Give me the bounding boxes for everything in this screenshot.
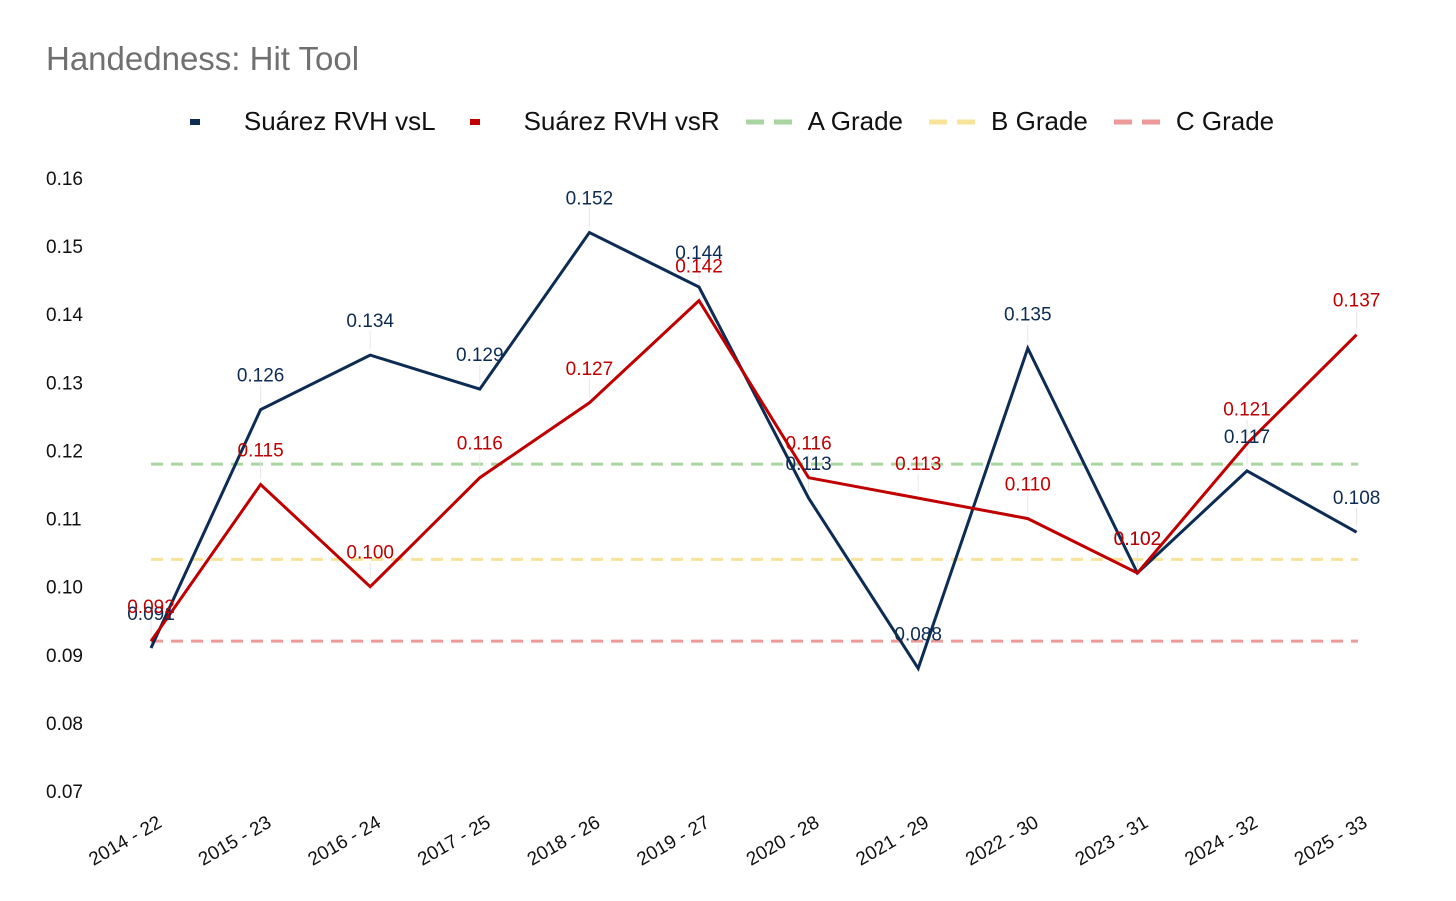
vsl-data-label: 0.091 xyxy=(127,604,175,625)
legend-label-vsr: Suárez RVH vsR xyxy=(523,106,720,136)
vsl-data-label: 0.117 xyxy=(1224,427,1270,448)
legend-item-vsl[interactable]: Suárez RVH vsL xyxy=(182,106,436,137)
vsr-series-line xyxy=(149,298,1358,643)
y-tick-label: 0.09 xyxy=(46,646,83,667)
legend-item-c-grade[interactable]: C Grade xyxy=(1113,106,1275,137)
y-tick-label: 0.15 xyxy=(46,237,83,258)
x-tick-label: 2023 - 31 xyxy=(1072,812,1152,870)
x-tick-label: 2019 - 27 xyxy=(633,812,713,870)
legend-item-b-grade[interactable]: B Grade xyxy=(929,106,1088,137)
vsr-data-label: 0.092 xyxy=(127,597,175,618)
y-tick-label: 0.08 xyxy=(46,714,83,735)
legend-label-vsl: Suárez RVH vsL xyxy=(243,106,436,136)
vsr-data-label: 0.127 xyxy=(566,359,614,380)
y-tick-label: 0.16 xyxy=(46,169,83,190)
vsl-data-label: 0.129 xyxy=(456,345,504,366)
x-tick-label: 2020 - 28 xyxy=(743,812,823,870)
legend-label-b-grade: B Grade xyxy=(991,106,1088,136)
y-tick-label: 0.12 xyxy=(46,441,83,462)
vsr-data-label: 0.100 xyxy=(346,543,394,564)
y-tick-label: 0.13 xyxy=(46,373,83,394)
legend-item-a-grade[interactable]: A Grade xyxy=(745,106,904,137)
vsr-data-label: 0.110 xyxy=(1005,475,1051,496)
x-tick-label: 2024 - 32 xyxy=(1181,812,1261,870)
legend-swatch-vsl xyxy=(182,113,234,131)
legend-item-vsr[interactable]: Suárez RVH vsR xyxy=(462,106,720,137)
legend-swatch-c-grade xyxy=(1113,113,1166,131)
vsl-data-label: 0.088 xyxy=(894,624,942,645)
vsl-data-label: 0.126 xyxy=(237,366,285,387)
vsr-data-label: 0.137 xyxy=(1333,291,1381,312)
vsl-data-label: 0.135 xyxy=(1004,304,1052,325)
y-tick-label: 0.10 xyxy=(46,578,83,599)
legend: Suárez RVH vsL Suárez RVH vsR A Grade B … xyxy=(0,106,1456,137)
vsr-data-label: 0.113 xyxy=(895,454,941,475)
x-tick-label: 2022 - 30 xyxy=(962,812,1042,870)
vsl-data-label: 0.108 xyxy=(1333,488,1381,509)
vsl-series-line xyxy=(149,230,1358,672)
vsl-data-label: 0.113 xyxy=(786,454,832,475)
legend-swatch-a-grade xyxy=(745,113,798,131)
chart-title: Handedness: Hit Tool xyxy=(46,40,360,77)
legend-swatch-vsr xyxy=(462,113,514,131)
x-tick-label: 2025 - 33 xyxy=(1291,812,1371,870)
y-tick-label: 0.07 xyxy=(46,782,83,803)
vsr-data-label: 0.116 xyxy=(786,434,832,455)
legend-label-a-grade: A Grade xyxy=(807,106,904,136)
legend-label-c-grade: C Grade xyxy=(1175,106,1275,136)
vsl-data-label: 0.102 xyxy=(1114,529,1162,550)
vsl-data-label: 0.144 xyxy=(675,243,723,264)
vsr-data-label: 0.115 xyxy=(238,441,284,462)
vsl-data-label: 0.134 xyxy=(346,311,394,332)
x-tick-label: 2016 - 24 xyxy=(305,812,385,871)
vsr-data-label: 0.142 xyxy=(675,257,723,278)
x-tick-label: 2021 - 29 xyxy=(853,812,933,870)
y-tick-label: 0.11 xyxy=(46,510,82,531)
vsr-data-label: 0.116 xyxy=(457,434,503,455)
vsr-data-label: 0.102 xyxy=(1114,529,1162,550)
vsl-data-label: 0.152 xyxy=(566,188,614,209)
y-tick-label: 0.14 xyxy=(46,305,83,326)
legend-swatch-b-grade xyxy=(929,113,982,131)
vsr-data-label: 0.121 xyxy=(1223,400,1271,421)
x-tick-label: 2014 - 22 xyxy=(85,812,165,870)
x-tick-label: 2015 - 23 xyxy=(195,812,275,870)
x-tick-label: 2018 - 26 xyxy=(524,812,604,870)
x-tick-label: 2017 - 25 xyxy=(414,812,494,870)
